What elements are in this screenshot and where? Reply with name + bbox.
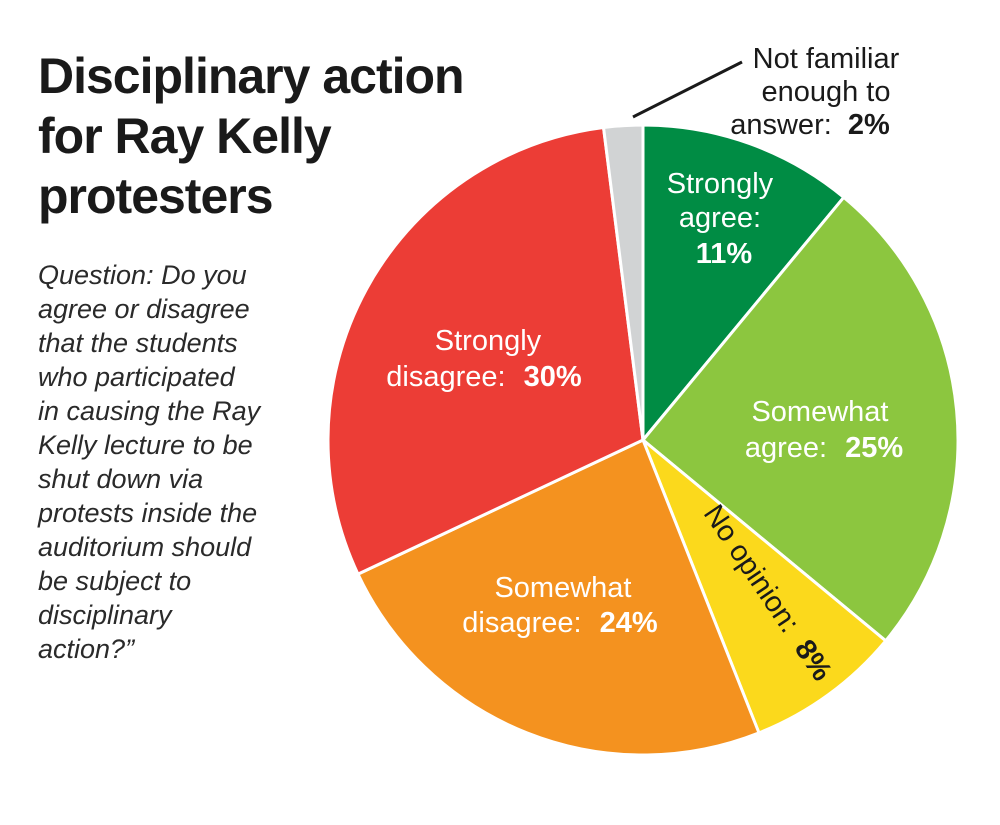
question-line: be subject to [38,566,192,596]
chart-title-line: Disciplinary action [38,48,465,104]
label-strongly-agree: Strongly agree: 11% [667,168,781,270]
chart-title-line: protesters [38,168,274,224]
question-line: shut down via [38,464,204,494]
label-strongly-disagree-line1: Strongly [435,325,542,357]
label-somewhat-agree: Somewhat agree: 25% [745,396,904,464]
label-not-familiar-line2: enough to [761,76,890,108]
label-not-familiar-line3: answer: [730,109,832,141]
label-somewhat-agree-pct: 25% [845,432,903,464]
question-line: who participated [38,362,235,392]
question-line: auditorium should [38,532,252,562]
label-strongly-agree-line1: Strongly [667,168,774,200]
label-somewhat-agree-line1: Somewhat [751,396,888,428]
label-somewhat-agree-line2: agree: [745,432,827,464]
question-line: Question: Do you [38,260,247,290]
pie-slice-somewhat-agree [641,195,960,643]
label-not-familiar-line1: Not familiar [753,43,900,75]
label-somewhat-disagree-pct: 24% [600,607,658,639]
question-line: that the students [38,328,238,358]
pie-slices [326,123,960,757]
question-line: disciplinary [38,600,172,630]
label-not-familiar-pct: 2% [848,109,890,141]
label-somewhat-disagree: Somewhat disagree: 24% [462,572,658,639]
question-line: Kelly lecture to be [38,430,253,460]
pie-slice-not-familiar-enough-to-answer [602,123,645,442]
label-strongly-disagree-line2: disagree: [386,361,505,393]
chart-title: Disciplinary action for Ray Kelly protes… [38,46,558,226]
label-strongly-disagree-pct: 30% [524,361,582,393]
pie-slice-no-opinion [641,438,888,735]
question-line: in causing the Ray [38,396,261,426]
label-somewhat-disagree-line2: disagree: [462,607,581,639]
label-strongly-agree-line2: agree: [679,202,761,234]
survey-question: Question: Do you agree or disagree that … [38,258,308,666]
question-line: agree or disagree [38,294,250,324]
pie-slice-somewhat-disagree [356,438,761,757]
question-line: protests inside the [38,498,258,528]
chart-title-line: for Ray Kelly [38,108,332,164]
question-line: action?” [38,634,135,664]
label-strongly-agree-pct: 11% [696,238,753,270]
pie-slice-strongly-disagree [326,125,645,576]
pie-slice-strongly-agree [641,123,846,442]
label-somewhat-disagree-line1: Somewhat [494,572,631,604]
not-familiar-leader-line [632,60,743,119]
label-not-familiar: Not familiar enough to answer: 2% [730,43,907,141]
label-strongly-disagree: Strongly disagree: 30% [386,325,582,393]
